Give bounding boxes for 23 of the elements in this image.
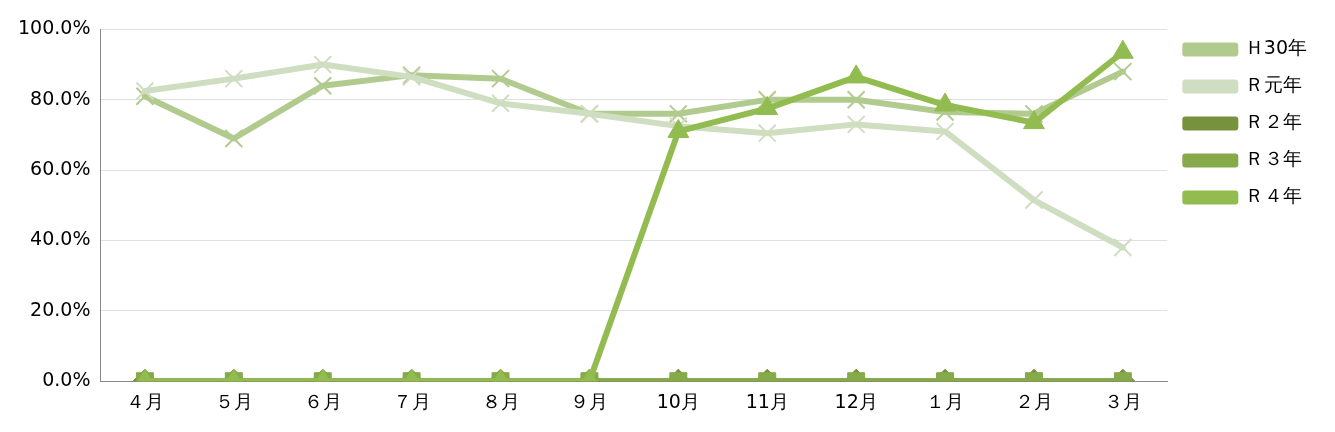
y-tick-label: 40.0% bbox=[30, 227, 91, 250]
x-tick-label: ８月 bbox=[481, 389, 520, 412]
x-tick-label: ２月 bbox=[1014, 389, 1053, 412]
x-tick-label: 10月 bbox=[656, 389, 700, 412]
y-tick-label: 0.0% bbox=[42, 368, 91, 391]
legend-label: Ｒ元年 bbox=[1244, 73, 1302, 96]
x-tick-label: ６月 bbox=[303, 389, 342, 412]
x-tick-label: ３月 bbox=[1103, 389, 1142, 412]
x-tick-label: ７月 bbox=[392, 389, 431, 412]
legend-label: Ｈ30年 bbox=[1244, 36, 1308, 59]
y-tick-label: 20.0% bbox=[30, 297, 91, 320]
y-tick-label: 60.0% bbox=[30, 157, 91, 180]
y-tick-label: 100.0% bbox=[17, 16, 91, 39]
legend-label: Ｒ４年 bbox=[1244, 184, 1302, 207]
legend-label: Ｒ２年 bbox=[1244, 110, 1302, 133]
x-tick-label: ５月 bbox=[214, 389, 253, 412]
legend-label: Ｒ３年 bbox=[1244, 147, 1302, 170]
x-tick-label: １月 bbox=[926, 389, 965, 412]
x-tick-label: 11月 bbox=[745, 389, 789, 412]
x-tick-label: ９月 bbox=[570, 389, 609, 412]
x-tick-label: 12月 bbox=[834, 389, 878, 412]
y-tick-label: 80.0% bbox=[30, 86, 91, 109]
x-tick-label: ４月 bbox=[125, 389, 164, 412]
